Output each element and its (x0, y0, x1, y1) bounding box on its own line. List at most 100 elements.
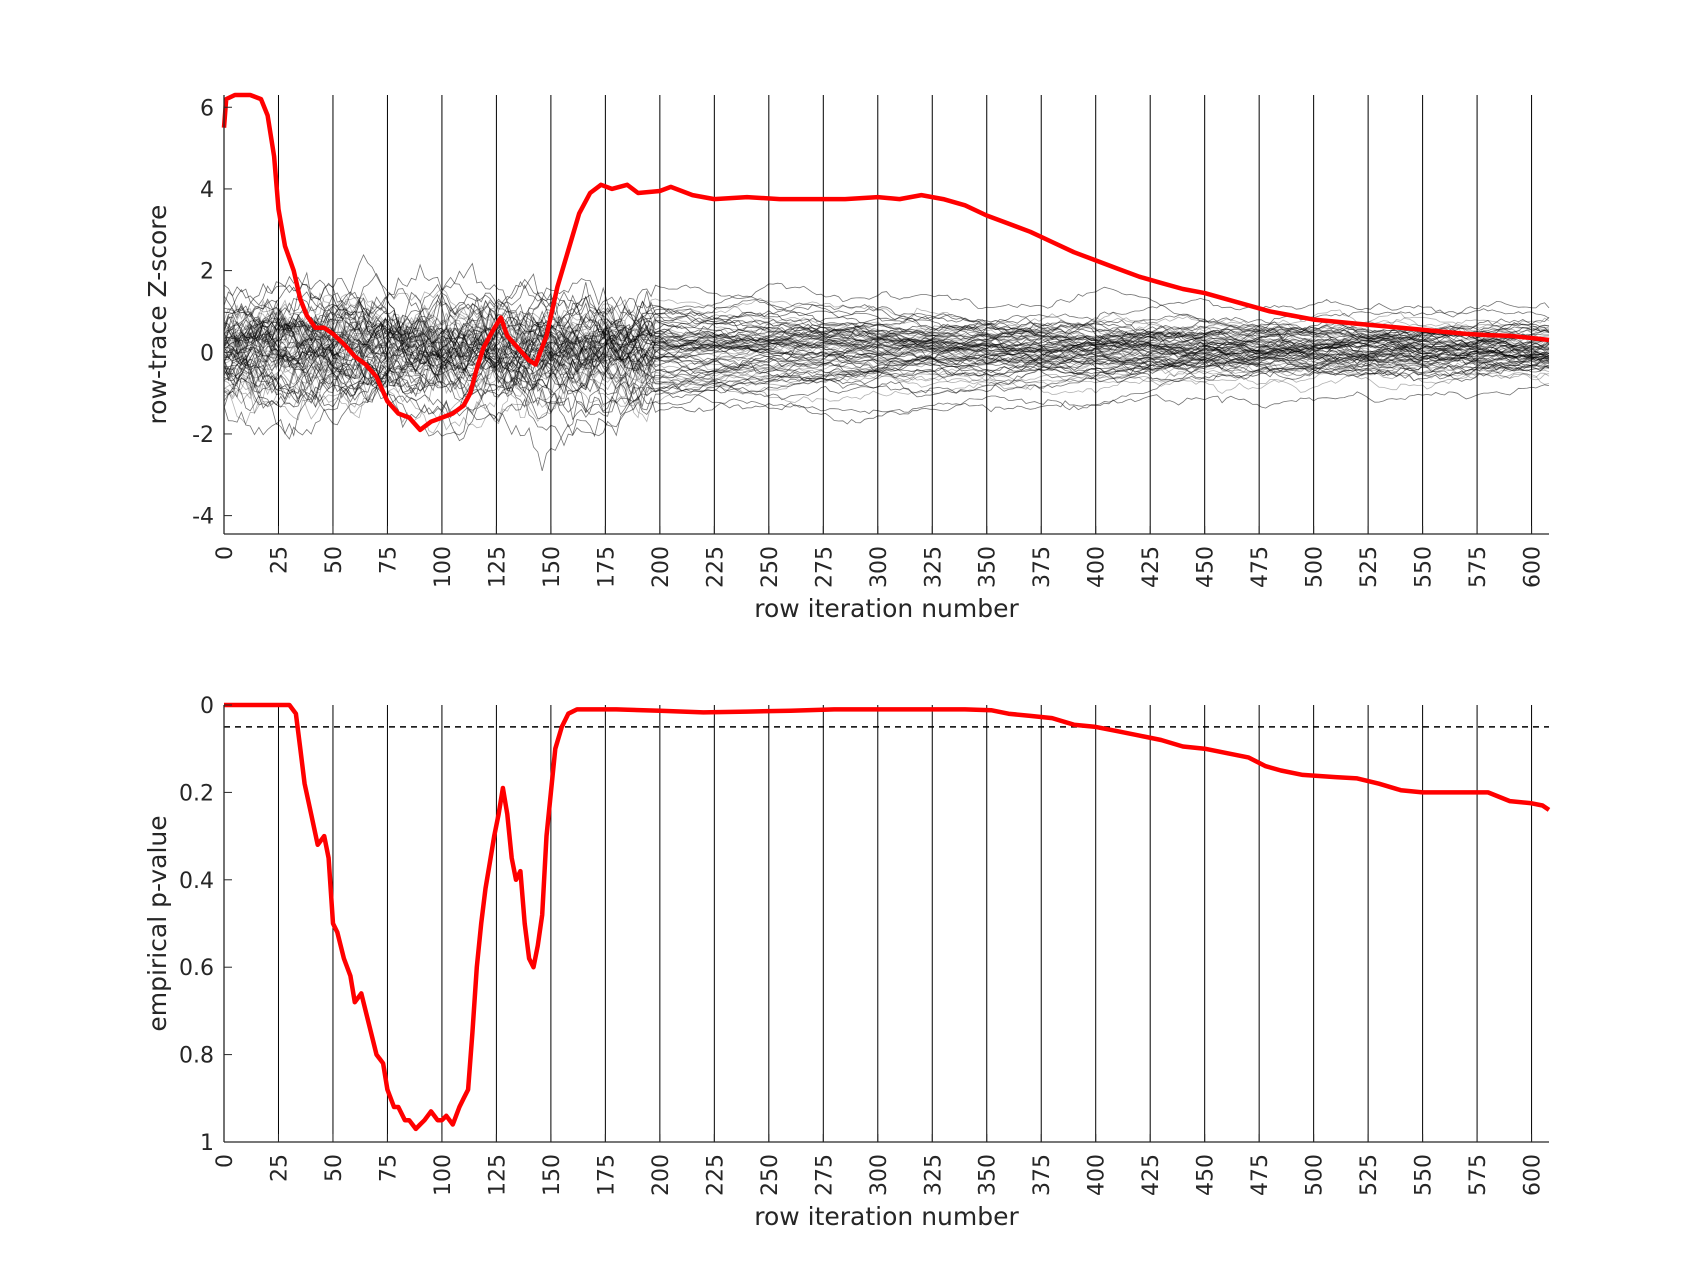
y-tick-label: 0.4 (179, 869, 214, 894)
y-tick-label: 0 (200, 341, 214, 366)
null-trace (223, 316, 1550, 381)
x-tick-label: 600 (1521, 546, 1546, 588)
y-axis-title: empirical p-value (143, 815, 172, 1031)
x-tick-label: 575 (1466, 546, 1491, 588)
x-tick-label: 400 (1085, 546, 1110, 588)
null-trace (223, 315, 1550, 381)
null-trace (223, 353, 1550, 429)
x-tick-label: 275 (812, 546, 837, 588)
x-tick-labels: 0 25 50 75 100 125 150 175 200 225 250 275 300 325 350… (213, 546, 1546, 588)
null-trace (223, 302, 1550, 382)
null-trace (223, 312, 1550, 369)
x-tick-label: 300 (867, 1154, 892, 1196)
x-tick-label: 550 (1412, 546, 1437, 588)
x-tick-label: 300 (867, 546, 892, 588)
x-tick-label: 475 (1248, 546, 1273, 588)
null-trace (223, 320, 1550, 414)
null-trace (223, 324, 1550, 387)
y-tick-label: 2 (200, 260, 214, 285)
x-tick-label: 600 (1521, 1154, 1546, 1196)
x-tick-label: 450 (1194, 546, 1219, 588)
x-tick-label: 350 (976, 1154, 1001, 1196)
y-tick-label: 0 (200, 694, 214, 719)
null-trace (223, 296, 1550, 369)
x-tick-label: 350 (976, 546, 1001, 588)
x-tick-label: 250 (758, 1154, 783, 1196)
null-trace (223, 310, 1550, 363)
null-trace (223, 291, 1550, 354)
zscore-axes: 0 25 50 75 100 125 150 175 200 225 250 275 300 325 350… (143, 92, 1550, 623)
x-tick-label: 225 (703, 1154, 728, 1196)
y-tick-label: 1 (200, 1131, 214, 1156)
x-tick-label: 525 (1357, 546, 1382, 588)
null-trace (223, 279, 1550, 360)
observed-zscore-line (221, 92, 1550, 433)
x-tick-label: 25 (267, 1154, 292, 1182)
null-trace (223, 287, 1549, 367)
x-tick-label: 50 (322, 546, 347, 574)
y-tick-label: -4 (192, 505, 214, 530)
vertical-gridlines (277, 95, 1533, 534)
x-tick-label: 200 (649, 546, 674, 588)
x-tick-labels: 0 25 50 75 100 125 150 175 200 225 250 275 300 325 350… (213, 1154, 1546, 1196)
y-tick-label: 4 (200, 178, 214, 203)
null-trace (223, 332, 1550, 396)
null-trace (223, 384, 1550, 447)
x-tick-label: 0 (213, 1154, 238, 1168)
null-trace (224, 303, 1550, 384)
null-trace (223, 315, 1550, 380)
x-tick-label: 425 (1139, 1154, 1164, 1196)
x-axis-title: row iteration number (754, 594, 1019, 623)
x-tick-label: 425 (1139, 546, 1164, 588)
x-tick-label: 100 (431, 1154, 456, 1196)
null-trace (223, 313, 1550, 378)
null-trace (223, 361, 1550, 471)
pvalue-line (224, 702, 1551, 1132)
null-trace (223, 292, 1550, 358)
x-tick-label: 575 (1466, 1154, 1491, 1196)
null-trace (223, 298, 1550, 360)
y-tick-label: -2 (192, 423, 214, 448)
null-trace (223, 299, 1550, 360)
null-trace (223, 309, 1550, 365)
null-trace (223, 339, 1550, 407)
null-trace (223, 315, 1550, 409)
x-tick-label: 125 (485, 1154, 510, 1196)
null-trace (223, 322, 1550, 401)
null-trace (223, 300, 1550, 363)
null-traces (223, 253, 1550, 471)
x-tick-label: 225 (703, 546, 728, 588)
null-trace (223, 262, 1550, 339)
x-tick-label: 175 (594, 1154, 619, 1196)
null-trace (223, 334, 1550, 399)
x-tick-label: 475 (1248, 1154, 1273, 1196)
null-trace (223, 370, 1550, 434)
null-trace (223, 328, 1550, 395)
x-tick-label: 175 (594, 546, 619, 588)
x-tick-label: 375 (1030, 546, 1055, 588)
x-tick-label: 75 (376, 546, 401, 574)
y-tick-labels: -4 -2 0 2 4 6 (192, 96, 214, 529)
null-trace (223, 355, 1550, 421)
observed-trace (221, 92, 1550, 433)
y-axis-title: row-trace Z-score (143, 205, 172, 425)
null-trace (223, 320, 1550, 392)
x-tick-label: 275 (812, 1154, 837, 1196)
x-tick-label: 125 (485, 546, 510, 588)
null-trace (223, 348, 1550, 425)
null-trace (223, 307, 1550, 386)
axes-frame (223, 704, 1549, 1143)
x-tick-label: 500 (1303, 1154, 1328, 1196)
x-tick-label: 400 (1085, 1154, 1110, 1196)
x-tick-label: 550 (1412, 1154, 1437, 1196)
x-tick-label: 450 (1194, 1154, 1219, 1196)
null-trace (223, 253, 1550, 335)
null-trace (223, 325, 1550, 396)
x-tick-label: 325 (921, 546, 946, 588)
null-trace (223, 318, 1550, 376)
y-tick-label: 0.2 (179, 781, 214, 806)
x-tick-label: 250 (758, 546, 783, 588)
x-tick-label: 100 (431, 546, 456, 588)
null-trace (223, 323, 1550, 388)
